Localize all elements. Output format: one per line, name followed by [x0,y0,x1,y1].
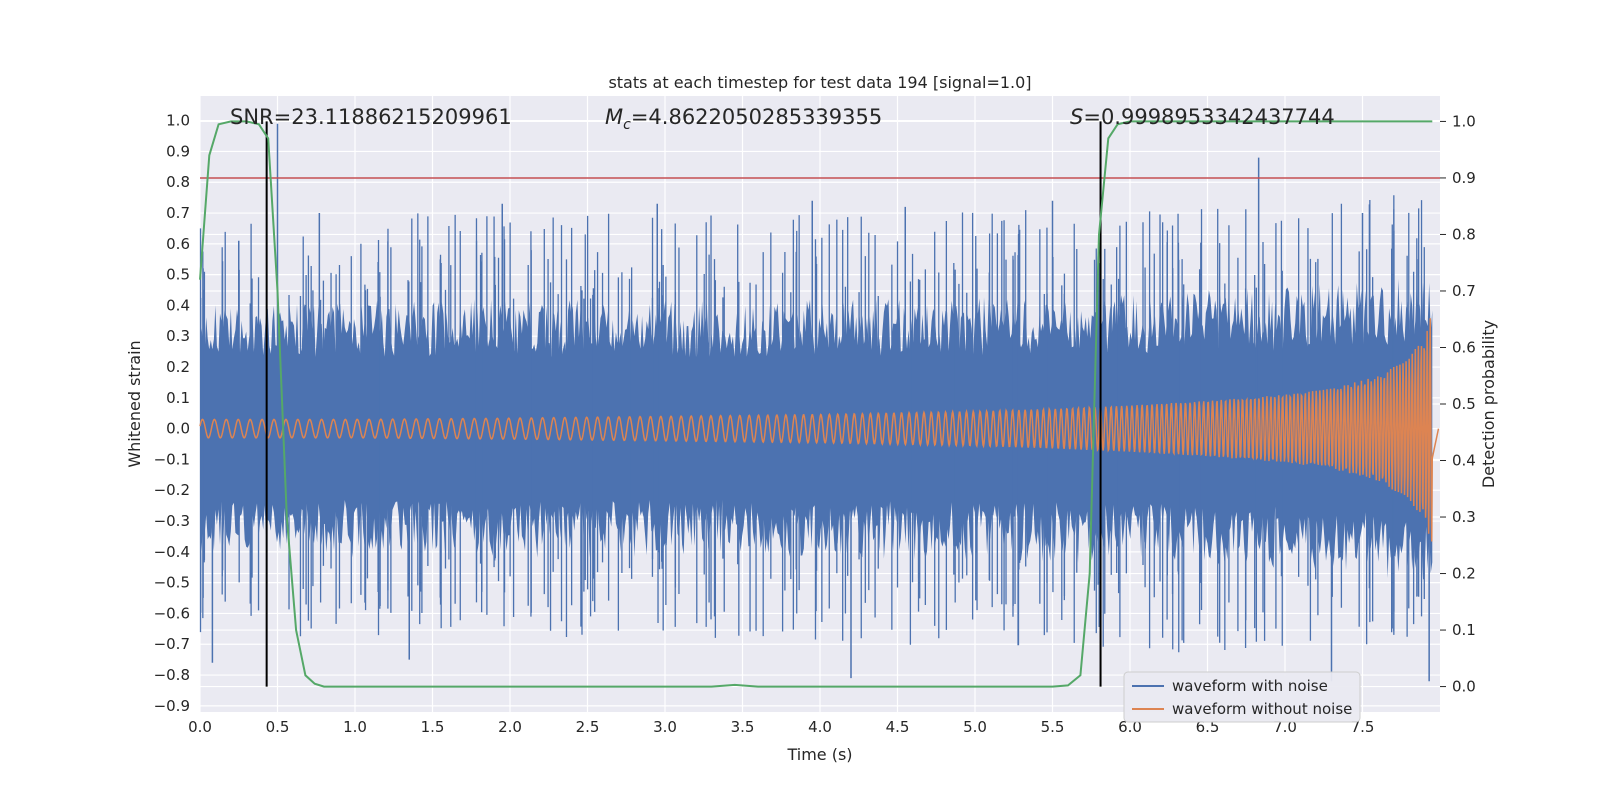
chirp-mass-symbol: M [605,105,623,129]
x-tick-label: 7.5 [1351,718,1375,736]
signal-series-line [199,318,1440,542]
x-tick-label: 2.5 [576,718,600,736]
probability-series-line [199,120,1433,688]
y-tick-label: 0.4 [166,296,190,314]
x-tick-label: 1.5 [421,718,445,736]
chart-title: stats at each timestep for test data 194… [608,73,1031,92]
plot-content [199,120,1440,688]
y-tick-label: 0.5 [166,266,190,284]
y-axis-label: Whitened strain [125,340,144,467]
x-tick-label: 3.5 [731,718,755,736]
chirp-mass-annotation: Mc=4.8622050285339355 [605,105,882,133]
y-tick-label: 0.1 [166,389,190,407]
y-tick-label: −0.6 [154,604,190,622]
x-tick-label: 5.0 [963,718,987,736]
score-annotation: S=0.9998953342437744 [1070,105,1335,129]
snr-annotation: SNR=23.11886215209961 [230,105,512,129]
y-tick-label: −0.3 [154,512,190,530]
y-tick-label: 0.2 [166,358,190,376]
x-tick-label: 2.0 [498,718,522,736]
y2-tick-label: 0.5 [1452,395,1476,413]
chirp-mass-subscript: c [623,117,631,133]
legend-label-signal: waveform without noise [1172,700,1352,718]
score-symbol: S [1070,105,1083,129]
legend-box [1123,671,1361,723]
y2-tick-label: 0.8 [1452,225,1476,243]
y2-tick-label: 0.6 [1452,338,1476,356]
y-tick-label: −0.1 [154,450,190,468]
y2-axis-label: Detection probability [1479,320,1498,488]
y2-tick-label: 0.7 [1452,282,1476,300]
chirp-mass-value: =4.8622050285339355 [631,105,882,129]
y-tick-label: 0.9 [166,142,190,160]
x-tick-label: 1.0 [343,718,367,736]
y-tick-label: 0.8 [166,173,190,191]
y2-axis-ticks: 1.0 0.9 0.8 0.7 0.6 0.5 0.4 0.3 0.2 0.1 0.0 [1440,112,1476,696]
x-axis-label: Time (s) [786,745,852,764]
y-axis-ticks: 1.0 0.9 0.8 0.7 0.6 0.5 0.4 0.3 0.2 0.1 0.0 −0.1 −0.… [154,112,190,715]
y2-tick-label: 1.0 [1452,112,1476,130]
y2-tick-label: 0.1 [1452,621,1476,639]
x-tick-label: 4.0 [808,718,832,736]
y-tick-label: 0.0 [166,420,190,438]
y-tick-label: 0.7 [166,204,190,222]
y2-tick-label: 0.0 [1452,678,1476,696]
x-tick-label: 0.5 [266,718,290,736]
x-axis-ticks: 0.0 0.5 1.0 1.5 2.0 2.5 3.0 3.5 4.0 4.5 5.0 5.5 6.0 6… [188,718,1374,736]
x-tick-label: 4.5 [886,718,910,736]
x-tick-label: 0.0 [188,718,212,736]
y-tick-label: 1.0 [166,112,190,130]
x-tick-label: 3.0 [653,718,677,736]
y-tick-label: −0.2 [154,481,190,499]
legend-label-noise: waveform with noise [1172,677,1328,695]
y-tick-label: −0.9 [154,697,190,715]
y-tick-label: −0.8 [154,666,190,684]
score-value: =0.9998953342437744 [1083,105,1334,129]
y2-tick-label: 0.3 [1452,508,1476,526]
y2-tick-label: 0.4 [1452,452,1476,470]
y2-tick-label: 0.2 [1452,565,1476,583]
y-tick-label: 0.3 [166,327,190,345]
y-tick-label: 0.6 [166,235,190,253]
legend: waveform with noise waveform without noi… [1123,671,1361,723]
y-tick-label: −0.7 [154,635,190,653]
y2-tick-label: 0.9 [1452,169,1476,187]
y-tick-label: −0.5 [154,574,190,592]
y-tick-label: −0.4 [154,543,190,561]
x-tick-label: 5.5 [1041,718,1065,736]
